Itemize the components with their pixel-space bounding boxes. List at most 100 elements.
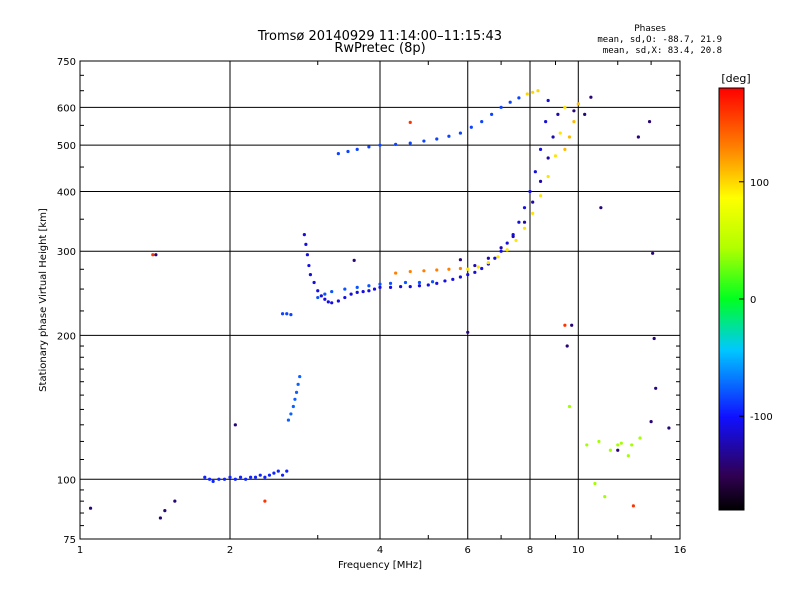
data-point [330,301,334,305]
data-point [466,330,470,334]
data-point [426,283,430,287]
grid-lines [80,61,680,539]
data-point [296,382,300,386]
data-point [388,281,393,285]
data-point [546,98,550,103]
data-point [394,271,398,275]
data-point [603,494,607,499]
data-point [258,473,262,477]
data-point [435,281,439,285]
data-point [447,134,451,138]
data-point [163,508,167,513]
data-point [263,475,267,479]
data-point [308,273,313,277]
data-point [667,426,671,430]
data-point [652,336,656,341]
data-point [522,206,527,210]
data-point [551,135,555,139]
data-point [505,241,509,245]
data-point [408,269,412,274]
data-point [207,477,212,481]
data-point [458,131,463,135]
data-point [538,147,543,151]
x-tick-label: 6 [465,545,471,556]
data-point [293,397,297,401]
data-point [403,280,408,285]
data-point [285,469,289,473]
data-point [508,100,512,104]
data-point [597,439,601,444]
data-point [538,179,543,183]
data-point [316,295,320,300]
data-point [422,269,426,273]
data-point [522,220,527,224]
data-point [249,475,253,479]
data-point [563,147,567,151]
data-point [546,174,550,179]
data-point [286,418,291,422]
data-point [553,154,558,158]
data-point [280,473,285,477]
data-point [367,145,371,149]
data-point [336,299,340,303]
data-point [531,90,535,94]
data-point [408,284,412,289]
colorbar-tick-label: -100 [750,412,773,423]
data-point [499,246,503,250]
data-point [378,143,382,147]
data-point [490,112,494,116]
data-point [466,267,470,271]
data-point [599,206,603,210]
data-point [323,297,327,301]
data-point [525,92,529,96]
data-point [563,105,567,109]
data-point [651,251,655,255]
data-point [355,290,359,295]
data-point [417,280,422,285]
data-point [244,477,248,481]
data-point [394,142,398,146]
data-point [499,249,503,253]
data-point [514,238,518,243]
data-point [326,300,330,304]
data-point [567,135,572,139]
data-point [538,194,543,198]
data-point [263,499,267,503]
data-point [531,200,535,204]
data-point [593,481,597,486]
data-point [567,404,572,409]
data-point [616,448,620,452]
colorbar-unit-label: [deg] [721,72,750,85]
data-point [343,287,347,291]
data-point [616,443,620,447]
data-point [626,454,630,458]
data-point [558,131,562,135]
colorbar-tick-label: 100 [750,178,769,189]
colorbar-ticks: 100 0 -100 [739,178,773,423]
x-tick-label: 1 [77,545,83,556]
data-point [272,471,276,475]
phases-x-line: mean, sd,X: 83.4, 20.8 [603,46,722,56]
x-tick-label: 4 [377,545,383,556]
data-point [173,499,177,503]
data-point [367,284,371,288]
data-point [630,443,634,447]
data-point [203,475,207,479]
data-point [291,404,295,409]
y-tick-label: 400 [57,187,76,198]
data-point [631,504,635,508]
data-point [211,479,215,483]
data-point [517,96,521,100]
data-point [583,112,587,116]
data-point [469,125,473,129]
data-point [496,255,500,259]
y-tick-label: 600 [57,103,76,114]
data-point [304,242,308,247]
data-point [253,475,258,479]
data-point [473,263,477,268]
y-tick-label: 100 [57,475,76,486]
y-tick-label: 200 [57,331,76,342]
data-point [289,412,293,416]
data-point [352,258,356,263]
data-point [408,141,412,145]
